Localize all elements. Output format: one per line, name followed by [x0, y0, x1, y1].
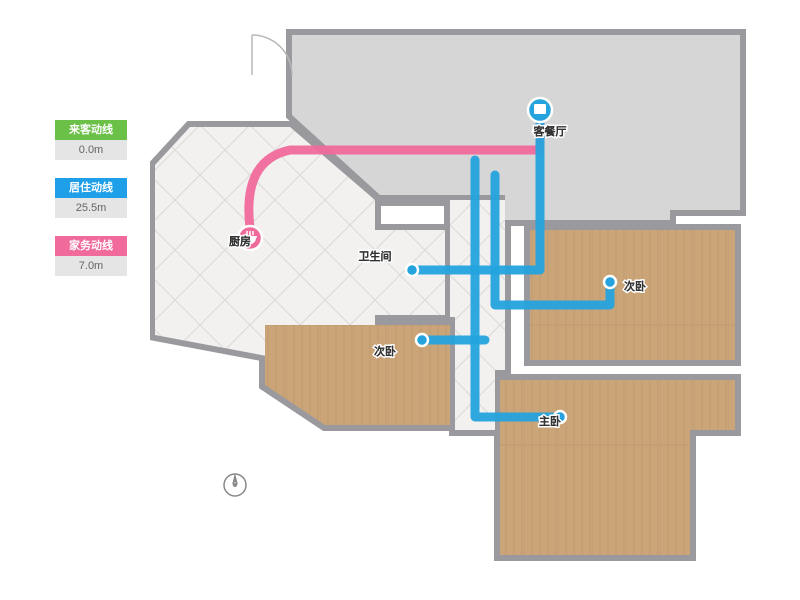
legend-item-living: 居住动线 25.5m — [55, 178, 127, 218]
svg-text:厨房: 厨房 — [229, 234, 251, 248]
legend-value: 25.5m — [55, 198, 127, 218]
legend: 来客动线 0.0m 居住动线 25.5m 家务动线 7.0m — [55, 120, 127, 276]
legend-label: 家务动线 — [55, 236, 127, 256]
floorplan: 客餐厅客餐厅厨房厨房卫生间卫生间次卧次卧次卧次卧主卧主卧 — [150, 25, 770, 585]
legend-value: 7.0m — [55, 256, 127, 276]
legend-label: 来客动线 — [55, 120, 127, 140]
svg-text:卫生间: 卫生间 — [359, 249, 392, 263]
legend-item-chore: 家务动线 7.0m — [55, 236, 127, 276]
svg-text:客餐厅: 客餐厅 — [533, 124, 567, 138]
legend-value: 0.0m — [55, 140, 127, 160]
svg-text:主卧: 主卧 — [539, 414, 561, 428]
svg-text:次卧: 次卧 — [624, 279, 646, 293]
legend-label: 居住动线 — [55, 178, 127, 198]
compass-icon — [220, 470, 250, 500]
svg-text:次卧: 次卧 — [374, 344, 396, 358]
floorplan-svg: 客餐厅客餐厅厨房厨房卫生间卫生间次卧次卧次卧次卧主卧主卧 — [150, 25, 770, 585]
legend-item-guest: 来客动线 0.0m — [55, 120, 127, 160]
